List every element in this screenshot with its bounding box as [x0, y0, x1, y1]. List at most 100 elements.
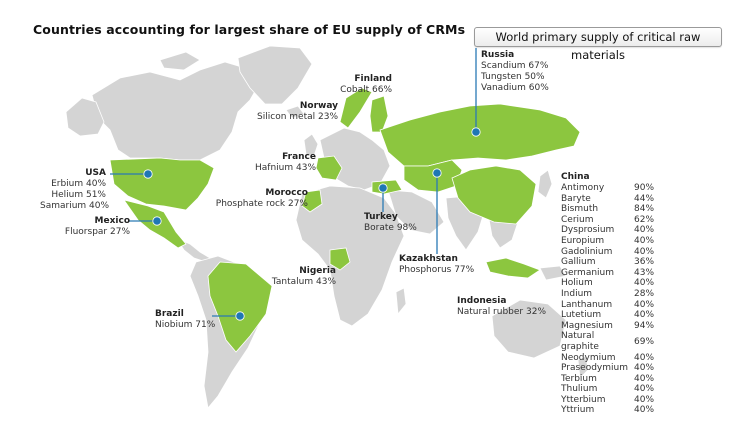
- country-name: Nigeria: [299, 266, 336, 276]
- material-name: Praseodymium: [561, 363, 628, 374]
- marker-brazil: [235, 311, 245, 321]
- table-row: Lutetium 40%: [561, 310, 664, 321]
- table-row: Europium 40%: [561, 236, 664, 247]
- material-name: Europium: [561, 235, 605, 246]
- material-share: 62%: [634, 214, 655, 225]
- material-share: 40%: [634, 405, 655, 416]
- table-row: Magnesium 94%: [561, 321, 664, 332]
- label-china: China: [561, 172, 590, 182]
- material-share: 36%: [634, 257, 655, 268]
- table-row: Gadolinium 40%: [561, 247, 664, 258]
- material-share: Natural rubber 32%: [457, 307, 546, 317]
- map-title: Countries accounting for largest share o…: [33, 22, 466, 37]
- material-name: Baryte: [561, 193, 591, 204]
- table-row: Praseodymium 40%: [561, 363, 664, 374]
- material-share: 40%: [634, 352, 655, 363]
- table-row: Indium 28%: [561, 289, 664, 300]
- material-share: Tantalum 43%: [271, 277, 336, 287]
- material-name: Ytterbium: [561, 394, 606, 405]
- land-arctic-islands: [159, 51, 201, 71]
- land-finland: [369, 95, 389, 133]
- material-share: 94%: [634, 320, 655, 331]
- china-materials-table: Antimony 90% Baryte 44% Bismuth 84% Cerium 6…: [561, 183, 664, 416]
- material-share: 40%: [634, 225, 655, 236]
- material-share: Erbium 40%: [51, 179, 106, 189]
- material-share: 84%: [634, 204, 655, 215]
- material-name: Indium: [561, 288, 593, 299]
- material-name: Gadolinium: [561, 246, 613, 257]
- material-share: 40%: [634, 278, 655, 289]
- material-share: 40%: [634, 299, 655, 310]
- material-share: Cobalt 66%: [340, 85, 392, 95]
- material-name: Germanium: [561, 267, 615, 278]
- label-mexico: Mexico Fluorspar 27%: [52, 216, 130, 238]
- land-australia: [491, 299, 567, 359]
- label-usa: USA Erbium 40% Helium 51% Samarium 40%: [40, 168, 109, 212]
- table-row: Gallium 36%: [561, 257, 664, 268]
- country-name: Morocco: [265, 188, 308, 198]
- land-africa: [295, 185, 405, 327]
- material-share: Helium 51%: [51, 190, 106, 200]
- label-france: France Hafnium 43%: [246, 152, 316, 174]
- marker-russia: [471, 127, 481, 137]
- material-name: Terbium: [561, 373, 597, 384]
- marker-mexico: [152, 216, 162, 226]
- country-name: Indonesia: [457, 296, 507, 306]
- label-brazil: Brazil Niobium 71%: [155, 309, 215, 331]
- material-share: 28%: [634, 288, 655, 299]
- material-name: Bismuth: [561, 204, 599, 215]
- material-share: 40%: [634, 363, 655, 374]
- material-share: Phosphate rock 27%: [215, 199, 308, 209]
- country-name: Norway: [299, 101, 338, 111]
- material-name: Holium: [561, 278, 593, 289]
- land-greenland: [237, 45, 313, 105]
- table-row: Germanium 43%: [561, 268, 664, 279]
- country-name: Kazakhstan: [399, 254, 458, 264]
- land-madagascar: [395, 287, 407, 316]
- material-share: Hafnium 43%: [255, 163, 316, 173]
- label-nigeria: Nigeria Tantalum 43%: [262, 266, 336, 288]
- material-share: 40%: [634, 235, 655, 246]
- land-nigeria: [329, 247, 351, 271]
- table-row: Antimony 90%: [561, 183, 664, 194]
- table-row: Thulium 40%: [561, 384, 664, 395]
- table-row: Lanthanum 40%: [561, 300, 664, 311]
- land-usa: [109, 157, 215, 211]
- land-png: [539, 265, 567, 281]
- label-finland: Finland Cobalt 66%: [322, 74, 392, 96]
- material-name: Magnesium: [561, 320, 613, 331]
- country-name: France: [282, 152, 316, 162]
- country-name: Finland: [354, 74, 392, 84]
- land-alaska: [65, 97, 105, 137]
- label-norway: Norway Silicon metal 23%: [242, 101, 338, 123]
- table-row: Yttrium 40%: [561, 405, 664, 416]
- material-name: Thulium: [561, 384, 598, 395]
- label-turkey: Turkey Borate 98%: [364, 212, 417, 234]
- material-share: Silicon metal 23%: [257, 112, 338, 122]
- land-brazil: [207, 261, 273, 353]
- material-share: 90%: [634, 183, 655, 193]
- land-morocco: [301, 189, 323, 213]
- table-row: Baryte 44%: [561, 194, 664, 205]
- land-uk: [303, 133, 319, 157]
- table-row: Neodymium 40%: [561, 353, 664, 364]
- leader-lines: [110, 48, 477, 317]
- material-share: Niobium 71%: [155, 320, 216, 330]
- material-share: 40%: [634, 246, 655, 257]
- country-name: Mexico: [94, 216, 130, 226]
- land-nz: [577, 355, 589, 379]
- material-name: Gallium: [561, 257, 596, 268]
- land-china: [451, 165, 537, 225]
- material-name: Cerium: [561, 214, 594, 225]
- highlighted-countries: [109, 87, 581, 353]
- world-primary-supply-button[interactable]: World primary supply of critical raw mat…: [474, 27, 722, 62]
- material-share: Vanadium 60%: [481, 83, 549, 93]
- country-name: Brazil: [155, 309, 184, 319]
- material-share: Borate 98%: [364, 223, 417, 233]
- material-name: Lutetium: [561, 310, 602, 321]
- label-indonesia: Indonesia Natural rubber 32%: [457, 296, 546, 318]
- land-iceland: [285, 105, 305, 119]
- material-share: Scandium 67%: [481, 61, 549, 71]
- country-name: Russia: [481, 50, 515, 60]
- country-name: USA: [85, 168, 106, 178]
